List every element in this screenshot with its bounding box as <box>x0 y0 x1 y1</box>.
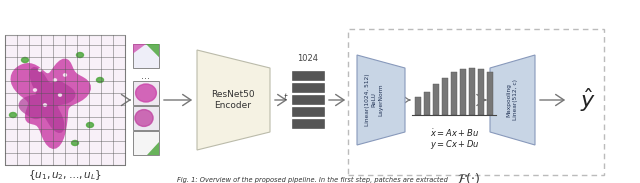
Polygon shape <box>19 67 76 133</box>
Ellipse shape <box>22 57 29 63</box>
Text: ResNet50
Encoder: ResNet50 Encoder <box>211 90 255 110</box>
Ellipse shape <box>33 89 36 91</box>
Polygon shape <box>10 59 91 149</box>
FancyBboxPatch shape <box>133 81 159 105</box>
Text: Maxpooling
Linear(512, c): Maxpooling Linear(512, c) <box>506 79 518 120</box>
Polygon shape <box>197 50 270 150</box>
Polygon shape <box>146 44 159 57</box>
FancyBboxPatch shape <box>451 72 457 115</box>
Ellipse shape <box>136 84 156 102</box>
FancyBboxPatch shape <box>415 97 421 115</box>
Text: $\mathcal{F}(\cdot)$: $\mathcal{F}(\cdot)$ <box>456 171 479 183</box>
FancyBboxPatch shape <box>469 68 475 115</box>
Ellipse shape <box>38 69 42 71</box>
FancyBboxPatch shape <box>487 72 493 115</box>
Polygon shape <box>133 44 146 54</box>
Ellipse shape <box>86 122 93 128</box>
Polygon shape <box>147 142 159 155</box>
Ellipse shape <box>63 74 67 76</box>
FancyBboxPatch shape <box>292 107 324 116</box>
Polygon shape <box>490 55 535 145</box>
FancyBboxPatch shape <box>478 69 484 115</box>
Text: $\{u_1, u_2, \ldots, u_L\}$: $\{u_1, u_2, \ldots, u_L\}$ <box>28 168 102 182</box>
Text: t: t <box>284 94 287 102</box>
FancyBboxPatch shape <box>460 69 466 115</box>
Text: $y = Cx + Du$: $y = Cx + Du$ <box>430 138 480 151</box>
Ellipse shape <box>58 94 61 96</box>
Text: Linear(1024, 512)
ReLU
LayerNorm: Linear(1024, 512) ReLU LayerNorm <box>365 74 383 126</box>
Ellipse shape <box>135 110 153 126</box>
Text: Fig. 1: Overview of the proposed pipeline. In the first step, patches are extrac: Fig. 1: Overview of the proposed pipelin… <box>177 177 447 183</box>
Ellipse shape <box>10 113 17 117</box>
FancyBboxPatch shape <box>442 78 448 115</box>
Text: ...: ... <box>141 71 150 81</box>
Ellipse shape <box>44 104 47 106</box>
Text: $\dot{x} = Ax + Bu$: $\dot{x} = Ax + Bu$ <box>431 127 479 139</box>
Polygon shape <box>357 55 405 145</box>
Ellipse shape <box>72 141 79 145</box>
FancyBboxPatch shape <box>292 83 324 92</box>
FancyBboxPatch shape <box>433 84 439 115</box>
Text: ⋮: ⋮ <box>311 95 321 105</box>
FancyBboxPatch shape <box>133 131 159 155</box>
Text: $\hat{y}$: $\hat{y}$ <box>580 86 596 114</box>
FancyBboxPatch shape <box>133 44 159 68</box>
FancyBboxPatch shape <box>133 106 159 130</box>
FancyBboxPatch shape <box>5 35 125 165</box>
FancyBboxPatch shape <box>424 92 430 115</box>
FancyBboxPatch shape <box>292 71 324 80</box>
Text: 1024: 1024 <box>298 54 319 63</box>
FancyBboxPatch shape <box>292 119 324 128</box>
Ellipse shape <box>54 79 56 81</box>
Ellipse shape <box>77 53 83 57</box>
Ellipse shape <box>97 77 104 83</box>
FancyBboxPatch shape <box>292 95 324 104</box>
